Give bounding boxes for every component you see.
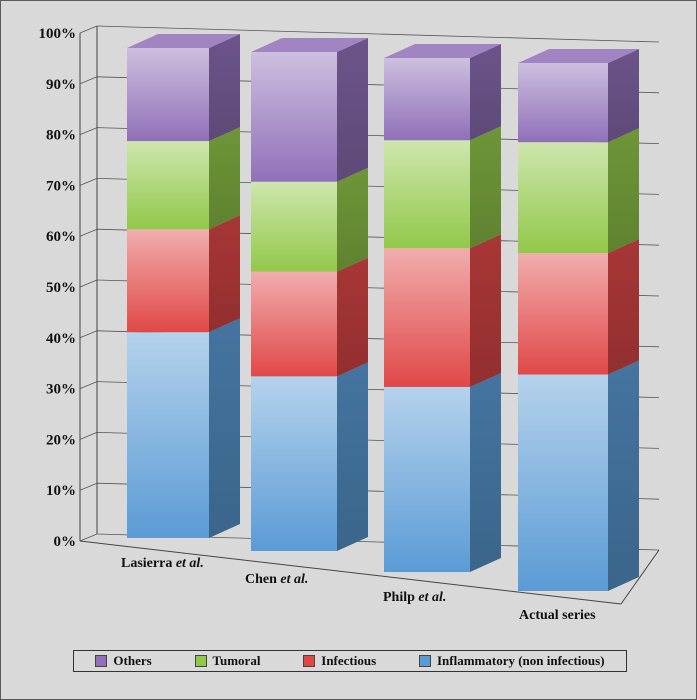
side-gridline [79,178,98,186]
y-tick-label: 90% [46,77,76,93]
bar-segment [518,239,639,375]
side-gridline [79,127,98,135]
legend-label: Others [113,653,152,668]
y-tick-label: 80% [46,128,76,144]
category-label: Lasierra et al. [121,556,204,571]
bar-segment [251,38,368,182]
bar-segment [251,257,368,377]
side-gridline [79,76,98,85]
side-gridline [79,228,98,237]
bar-segment [251,362,368,551]
bar-segment [127,318,240,538]
bar-segment [127,127,240,230]
side-gridline [79,330,98,339]
y-tick-label: 50% [46,280,76,296]
bar-segment [384,234,501,387]
bar-segment [384,126,501,249]
side-gridline [79,533,98,542]
y-tick-label: 40% [46,331,76,347]
y-tick-label: 0% [54,534,77,550]
bar-segment [127,215,240,333]
side-gridline [79,482,98,491]
bar-segment [518,49,639,143]
chart-labels: 0% 10% 20% 30% 40% 50% 60% 70% 80% 90% 100% Lasierr… [39,26,597,623]
y-tick-label: 30% [46,382,76,398]
bar-segment [251,167,368,272]
bar-segment [384,44,501,141]
chart-bars [127,34,639,591]
legend-swatch [418,655,431,667]
side-gridline [79,381,98,389]
legend-swatch [194,655,207,667]
legend-label: Tumoral [212,653,261,668]
y-tick-label: 70% [46,178,76,194]
legend-swatch [95,655,108,667]
legend-label: Infectious [321,653,377,668]
y-tick-label: 100% [39,26,77,42]
legend-item: Tumoral [194,653,261,669]
y-tick-label: 20% [46,432,76,448]
legend-item: Infectious [303,653,376,669]
bar-segment [518,360,639,591]
bar-segment [384,373,501,572]
category-label: Actual series [519,608,596,623]
chart-legend: Others Tumoral Infectious Inflammatory (non… [73,650,627,672]
category-label: Philp et al. [383,590,446,605]
legend-item: Inflammatory (non infectious) [418,653,605,669]
side-gridline [79,25,98,34]
side-gridline [79,279,98,288]
category-label: Chen et al. [245,572,308,587]
side-gridline [79,432,98,440]
legend-swatch [303,655,316,667]
bar-segment [127,34,240,142]
bar-segment [518,128,639,254]
y-tick-label: 60% [46,229,76,245]
legend-item: Others [95,653,152,669]
gridline [96,25,660,43]
legend-label: Inflammatory (non infectious) [436,653,605,668]
y-tick-label: 10% [46,483,76,499]
